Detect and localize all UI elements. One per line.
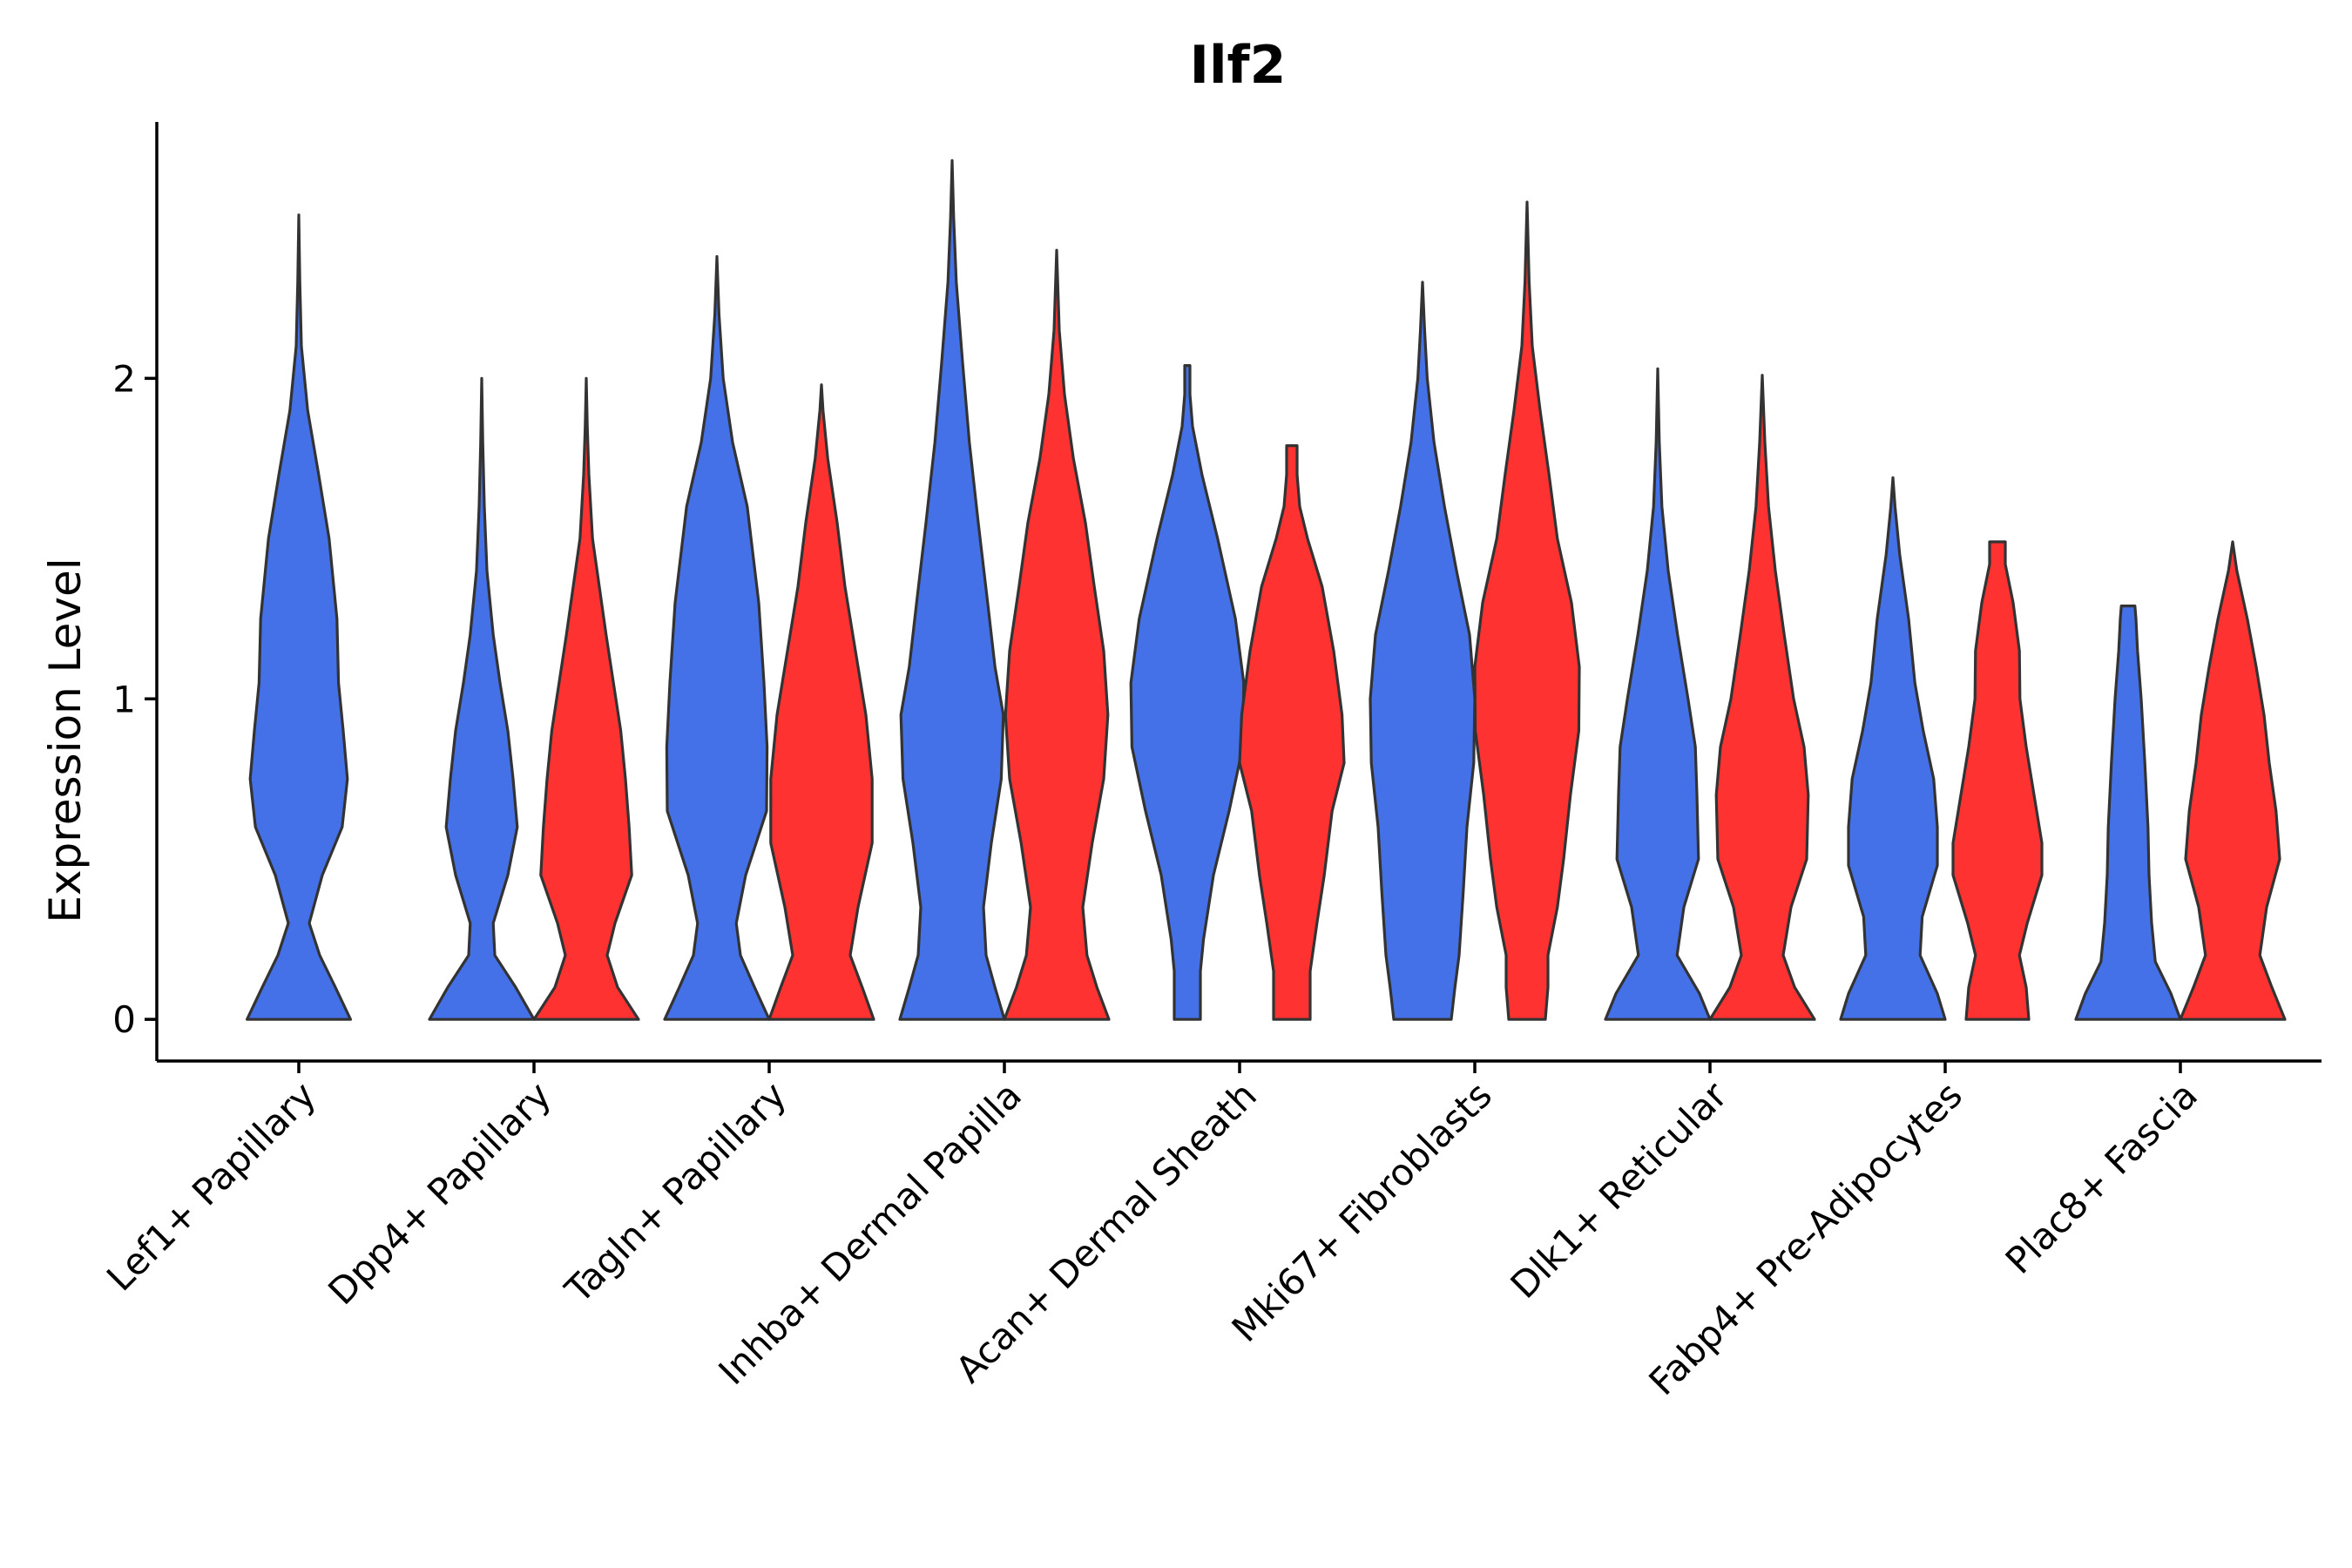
violin-group2-inhba-dermal-papilla	[1003, 248, 1111, 1021]
x-tick-label: Mki67+ Fibroblasts	[1224, 1073, 1500, 1349]
violin-group1-dpp4-papillary	[428, 376, 536, 1021]
violin-group1-acan-dermal-sheath	[1129, 364, 1246, 1021]
violin-group2-fabp4-pre-adipocytes	[1951, 540, 2044, 1021]
violin-group1-dlk1-reticular	[1604, 367, 1712, 1021]
x-tick-label: Dlk1+ Reticular	[1503, 1073, 1736, 1307]
violin-group1-plac8-fascia	[2074, 605, 2182, 1021]
violin-group1-inhba-dermal-papilla	[898, 159, 1006, 1021]
violin-group2-mki67-fibroblasts	[1473, 200, 1581, 1021]
x-tick-label: Plac8+ Fascia	[1997, 1073, 2206, 1281]
violin-group2-dlk1-reticular	[1708, 374, 1816, 1021]
y-tick-label: 1	[112, 678, 136, 720]
y-tick-label: 2	[112, 357, 136, 400]
y-tick-label: 0	[112, 998, 136, 1041]
violin-group2-acan-dermal-sheath	[1238, 444, 1346, 1021]
violin-group1-fabp4-pre-adipocytes	[1839, 476, 1947, 1021]
violin-group2-dpp4-papillary	[532, 376, 640, 1021]
violin-group1-mki67-fibroblasts	[1369, 280, 1477, 1021]
violin-group2-tagln-papillary	[767, 383, 875, 1021]
violin-group2-plac8-fascia	[2179, 540, 2287, 1021]
violins-layer	[246, 159, 2287, 1021]
x-tick-label: Tagln+ Papillary	[557, 1073, 794, 1311]
y-axis-title: Expression Level	[40, 558, 91, 923]
x-tick-label: Dpp4+ Papillary	[320, 1073, 559, 1313]
x-tick-label: Lef1+ Papillary	[98, 1073, 324, 1299]
chart-title: Ilf2	[1190, 35, 1287, 96]
violin-group1-tagln-papillary	[663, 254, 771, 1021]
violin-group1-lef1-papillary	[246, 213, 352, 1021]
